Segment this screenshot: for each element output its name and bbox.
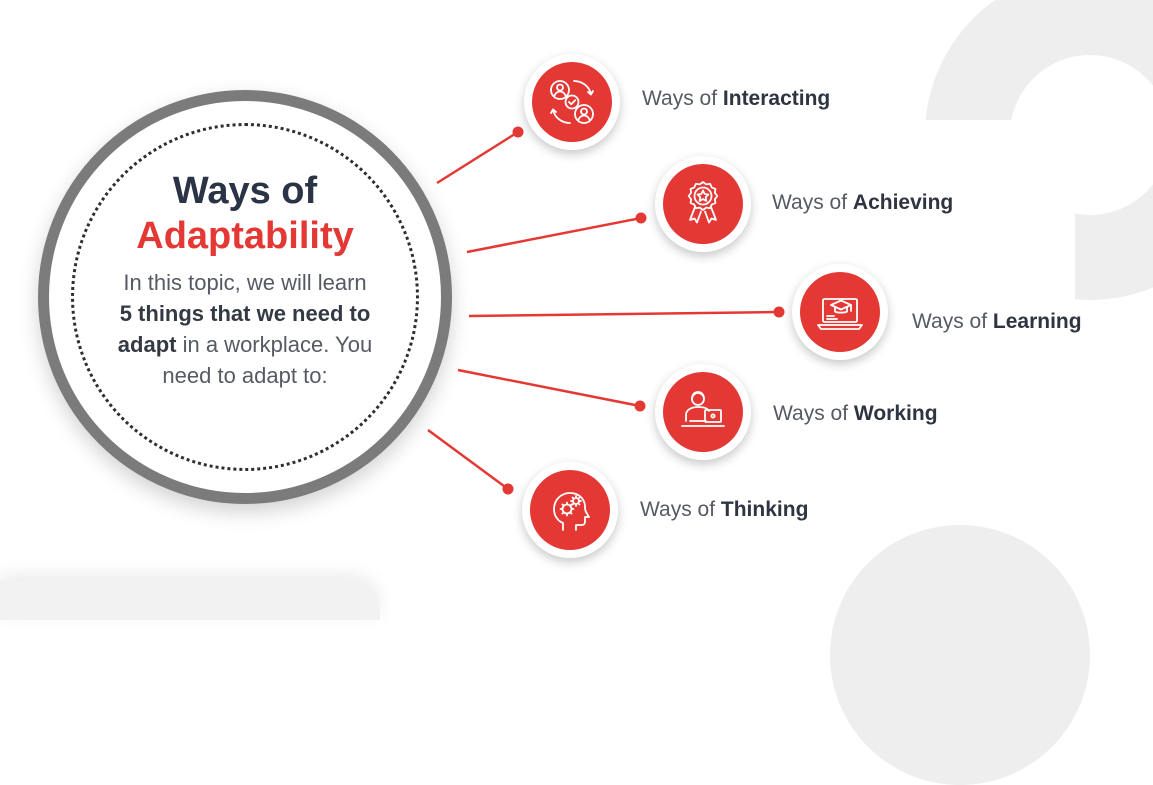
- background-mask: [925, 120, 1075, 320]
- main-title-line2: Adaptability: [136, 215, 354, 257]
- connector-thinking: [427, 428, 509, 491]
- item-label-thinking: Ways of Thinking: [640, 498, 809, 521]
- desc-part3: need to adapt to:: [162, 363, 328, 388]
- connector-working: [457, 368, 641, 408]
- desc-bold1: 5 things that we need to: [119, 301, 371, 326]
- connector-lines: [427, 126, 785, 495]
- connector-dot-learning: [773, 306, 785, 318]
- connector-interacting: [436, 130, 519, 185]
- connector-learning: [468, 310, 780, 318]
- laptop-graduation-icon: [817, 298, 863, 330]
- main-circle-dotted-ring: [71, 123, 419, 471]
- item-label-learning: Ways of Learning: [912, 310, 1082, 333]
- connector-achieving: [466, 216, 642, 254]
- main-title: Ways of Adaptability: [49, 169, 441, 259]
- head-gears-icon: [553, 492, 590, 531]
- item-label-achieving: Ways of Achieving: [772, 191, 954, 214]
- desc-part1: In this topic, we will learn: [123, 270, 367, 295]
- connector-dot-working: [634, 400, 646, 412]
- main-description: In this topic, we will learn 5 things th…: [107, 267, 383, 391]
- connector-dot-interacting: [512, 126, 524, 138]
- item-label-working: Ways of Working: [773, 402, 938, 425]
- people-exchange-icon: [550, 80, 594, 124]
- person-laptop-icon: [681, 391, 725, 427]
- main-title-line1: Ways of: [172, 170, 318, 212]
- icon-ring: [524, 54, 620, 150]
- connector-dot-achieving: [635, 212, 647, 224]
- award-ribbon-icon: [687, 181, 719, 224]
- desc-bold2: adapt: [117, 332, 177, 357]
- desc-part2: in a workplace. You: [176, 332, 373, 357]
- item-label-interacting: Ways of Interacting: [642, 87, 831, 110]
- main-circle: Ways of Adaptability In this topic, we w…: [38, 90, 452, 504]
- connector-dot-thinking: [502, 483, 514, 495]
